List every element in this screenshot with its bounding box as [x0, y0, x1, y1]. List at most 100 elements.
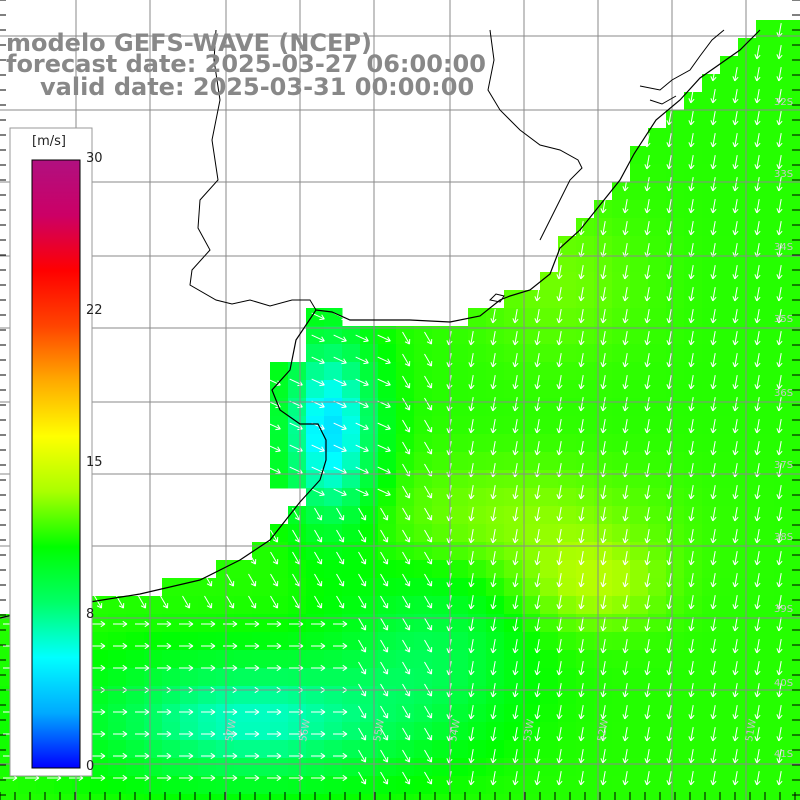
latitude-label: 37S — [774, 460, 793, 471]
wind-arrow — [355, 334, 369, 343]
wind-arrow — [578, 749, 585, 764]
wind-arrow — [622, 331, 629, 346]
wind-arrow — [468, 507, 475, 522]
wind-arrow — [688, 485, 695, 500]
wind-arrow — [358, 749, 367, 763]
wind-arrow — [776, 177, 783, 192]
wind-arrow — [358, 617, 367, 631]
wind-arrow — [377, 334, 391, 343]
latitude-label: 35S — [774, 314, 793, 325]
wind-arrow — [333, 642, 348, 650]
wind-arrow — [600, 661, 607, 676]
wind-arrow — [468, 771, 475, 786]
wind-arrow — [314, 595, 323, 609]
wind-arrow — [358, 573, 367, 587]
longitude-labels: 57W 56W 55W 54W 53W 52W 51W — [224, 718, 759, 742]
wind-arrow — [776, 397, 783, 412]
wind-arrow — [204, 595, 213, 609]
wind-arrow — [644, 705, 651, 720]
wind-arrow — [512, 617, 519, 632]
wind-arrow — [490, 529, 497, 544]
wind-arrow — [468, 485, 475, 500]
wind-arrow — [534, 287, 541, 302]
wind-arrow — [578, 397, 585, 412]
wind-arrow — [314, 573, 323, 587]
wind-arrow — [468, 375, 475, 390]
latitude-label: 40S — [774, 678, 793, 689]
wind-arrow — [600, 727, 607, 742]
wind-arrow — [377, 356, 391, 365]
wind-arrow — [91, 620, 106, 628]
wind-arrow — [135, 730, 150, 738]
wind-arrow — [776, 375, 783, 390]
wind-arrow — [644, 507, 651, 522]
wind-arrow — [710, 397, 717, 412]
wind-arrow — [201, 664, 216, 672]
wind-arrow — [267, 444, 281, 453]
wind-arrow — [336, 551, 345, 565]
wind-arrow — [182, 595, 191, 609]
wind-arrow — [776, 155, 783, 170]
wind-arrow — [754, 727, 761, 742]
wind-arrow — [622, 573, 629, 588]
wind-arrow — [710, 485, 717, 500]
wind-arrow — [644, 375, 651, 390]
wind-arrow — [688, 661, 695, 676]
wind-arrow — [402, 595, 411, 609]
wind-arrow — [688, 639, 695, 654]
wind-arrow — [710, 441, 717, 456]
wind-arrow — [490, 749, 497, 764]
wind-arrow — [267, 664, 282, 672]
wind-arrow — [267, 620, 282, 628]
wind-arrow — [556, 551, 563, 566]
wind-arrow — [710, 727, 717, 742]
wind-arrow — [91, 752, 106, 760]
wind-arrow — [644, 221, 651, 236]
wind-arrow — [754, 771, 761, 786]
wind-arrow — [600, 573, 607, 588]
wind-arrow — [424, 353, 433, 367]
wind-arrow — [688, 111, 695, 126]
wind-arrow — [710, 749, 717, 764]
wind-arrow — [622, 265, 629, 280]
colorbar-tick: 30 — [86, 151, 103, 166]
wind-arrow — [358, 727, 367, 741]
wind-arrow — [534, 397, 541, 412]
longitude-label: 54W — [448, 718, 463, 742]
wind-arrow — [333, 620, 348, 628]
wind-arrow — [113, 708, 128, 716]
wind-arrow — [776, 67, 783, 82]
wind-arrow — [754, 595, 761, 610]
wind-arrow — [380, 573, 389, 587]
wind-arrow — [622, 397, 629, 412]
wind-arrow — [380, 727, 389, 741]
wind-arrow — [534, 507, 541, 522]
wind-arrow — [135, 664, 150, 672]
wind-arrow — [776, 485, 783, 500]
wind-arrow — [358, 595, 367, 609]
wind-arrow — [600, 639, 607, 654]
wind-arrow — [267, 730, 282, 738]
wind-arrow — [336, 507, 345, 521]
wind-arrow — [644, 177, 651, 192]
wind-arrow — [556, 375, 563, 390]
wind-arrow — [578, 287, 585, 302]
wind-arrow — [355, 422, 369, 431]
wind-arrow — [358, 507, 367, 521]
wind-arrow — [688, 309, 695, 324]
wind-arrow — [377, 378, 391, 387]
wind-arrow — [267, 422, 281, 431]
wind-arrow — [710, 309, 717, 324]
wind-arrow — [490, 353, 497, 368]
wind-arrow — [333, 444, 347, 453]
wind-arrow — [358, 771, 367, 785]
wind-arrow — [179, 730, 194, 738]
wind-arrow — [578, 529, 585, 544]
wind-arrow — [490, 705, 497, 720]
wind-arrow — [754, 89, 761, 104]
wind-arrow — [556, 771, 563, 786]
wind-arrow — [157, 774, 172, 782]
wind-arrow — [179, 708, 194, 716]
wind-arrow — [644, 573, 651, 588]
wind-arrow — [424, 507, 433, 521]
